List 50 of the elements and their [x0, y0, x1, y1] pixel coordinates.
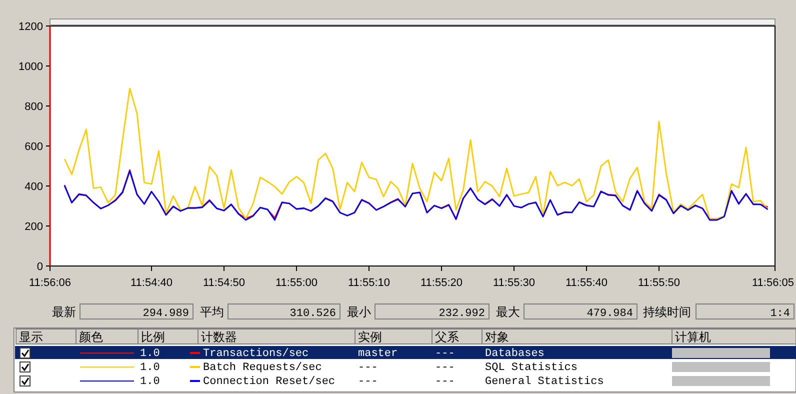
- text: 父系: [435, 330, 459, 344]
- text: 计数器: [201, 330, 237, 344]
- text: 最新: [52, 305, 76, 319]
- text: 比例: [141, 330, 165, 344]
- legend-label: Batch Requests/sec: [203, 362, 322, 374]
- text: SQL Statistics: [485, 362, 578, 374]
- text: 1.0: [140, 348, 160, 360]
- text: 1.0: [140, 376, 160, 388]
- legend-label: Transactions/sec: [203, 348, 309, 360]
- text: 显示: [19, 330, 43, 344]
- x-tick-label: 11:55:40: [565, 277, 608, 289]
- x-tick-label: 11:55:10: [348, 277, 390, 289]
- x-tick-label: 11:55:30: [492, 277, 536, 289]
- y-tick-label: 400: [24, 181, 43, 193]
- text: 479.984: [586, 308, 634, 320]
- x-tick-label: 11:55:00: [275, 277, 318, 289]
- y-tick-label: 1000: [18, 61, 43, 73]
- text: 平均: [200, 305, 224, 319]
- text: 对象: [485, 330, 509, 344]
- y-tick-label: 1200: [18, 21, 43, 33]
- text: Databases: [485, 348, 544, 360]
- y-tick-label: 800: [24, 101, 43, 113]
- text: master: [358, 348, 398, 360]
- text: 294.989: [142, 308, 189, 320]
- text: 持续时间: [643, 305, 691, 319]
- text: 计算机: [675, 330, 711, 344]
- x-tick-label: 11:54:40: [130, 277, 173, 289]
- text: ---: [358, 362, 378, 374]
- text: ---: [358, 376, 378, 388]
- x-tick-label: 11:56:06: [28, 277, 72, 289]
- y-tick-label: 600: [24, 141, 43, 153]
- text: ---: [435, 362, 455, 374]
- text: 颜色: [79, 330, 103, 344]
- text: 1:4: [770, 308, 790, 320]
- text: 310.526: [290, 308, 336, 320]
- text: 1.0: [140, 362, 160, 374]
- text: ---: [435, 348, 455, 360]
- y-tick-label: 0: [36, 261, 43, 273]
- x-tick-label: 11:54:50: [202, 277, 246, 289]
- text: 最大: [496, 305, 520, 319]
- x-tick-label: 11:55:20: [420, 277, 463, 289]
- text: 最小: [347, 305, 371, 319]
- text: ---: [435, 376, 455, 388]
- y-tick-label: 200: [24, 221, 43, 233]
- x-tick-label: 11:55:50: [638, 277, 680, 289]
- legend-label: Connection Reset/sec: [203, 376, 336, 388]
- x-tick-label: 11:56:05: [752, 277, 794, 289]
- text: 232.992: [438, 308, 485, 320]
- text: 实例: [358, 330, 382, 344]
- text: General Statistics: [485, 376, 604, 388]
